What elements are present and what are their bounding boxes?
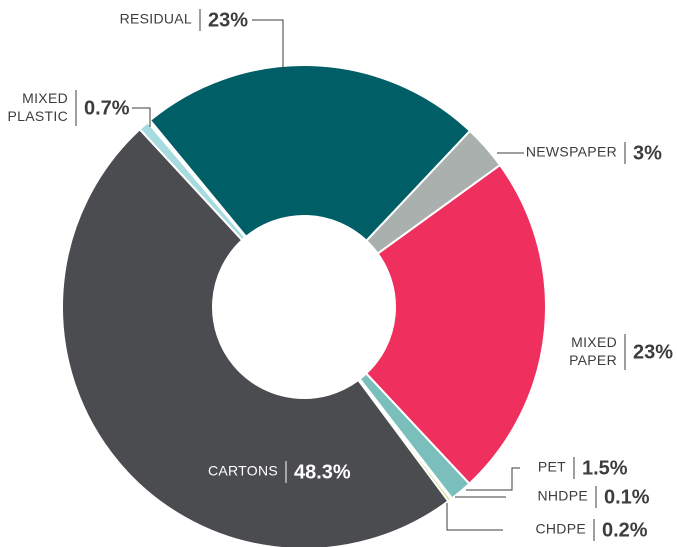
value-label: 23% — [633, 341, 673, 363]
slice-label: MIXED PLASTIC — [8, 90, 68, 124]
donut-slice — [148, 64, 472, 243]
slice-label: CARTONS — [208, 463, 278, 479]
value-label: 0.7% — [84, 97, 130, 119]
slice-label: MIXED PAPER — [569, 334, 617, 368]
slice-label: PET — [538, 459, 566, 475]
donut-slice — [364, 163, 547, 486]
slice-label: NHDPE — [537, 488, 588, 504]
donut-slice — [138, 120, 247, 242]
slice-label: NEWSPAPER — [526, 144, 617, 160]
leader-line — [446, 503, 503, 531]
value-label: 23% — [208, 9, 248, 31]
value-label: 48.3% — [294, 461, 351, 483]
value-label: 0.1% — [604, 486, 650, 508]
slice-label: CHDPE — [535, 521, 586, 537]
value-label: 3% — [633, 142, 662, 164]
leader-line — [466, 467, 520, 491]
value-label: 0.2% — [602, 519, 648, 541]
donut-slice — [61, 127, 450, 547]
value-label: 1.5% — [582, 457, 628, 479]
leader-line — [132, 107, 151, 127]
slice-label: RESIDUAL — [120, 11, 192, 27]
leader-line — [252, 19, 284, 70]
